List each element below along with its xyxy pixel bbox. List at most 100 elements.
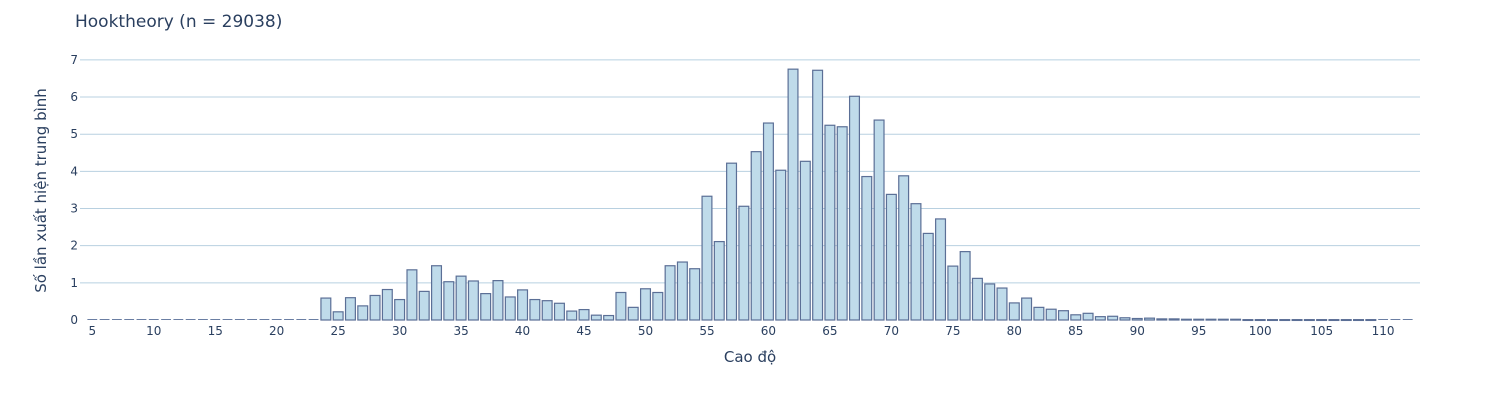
x-tick-label: 75 <box>945 324 960 338</box>
bar <box>652 291 664 321</box>
bar <box>1242 319 1254 322</box>
x-tick-label: 20 <box>269 324 284 338</box>
bar <box>553 302 565 321</box>
bar <box>1082 312 1094 321</box>
bar <box>1193 318 1205 321</box>
y-tick-label: 1 <box>70 276 78 290</box>
bar <box>1230 318 1242 321</box>
bar <box>848 95 861 321</box>
bar <box>935 218 947 321</box>
bar <box>627 306 639 321</box>
bar <box>492 280 504 321</box>
bar <box>517 289 529 321</box>
bar <box>1045 308 1057 321</box>
x-axis-title: Cao độ <box>724 348 776 366</box>
bar <box>603 314 615 321</box>
bar <box>1316 319 1328 322</box>
bar <box>787 68 799 321</box>
bar <box>320 297 332 321</box>
grid-lines <box>80 59 1420 284</box>
x-tick-label: 30 <box>392 324 407 338</box>
bar <box>357 305 369 321</box>
x-tick-label: 40 <box>515 324 530 338</box>
bar <box>590 314 602 321</box>
bar <box>1340 319 1352 322</box>
bar <box>406 269 418 321</box>
bar <box>947 265 959 321</box>
x-tick-label: 70 <box>884 324 899 338</box>
bar <box>775 169 787 321</box>
bar <box>1131 317 1143 321</box>
y-tick-label: 4 <box>70 164 78 178</box>
bar <box>984 283 996 321</box>
bar <box>701 195 713 321</box>
bar <box>1008 302 1020 321</box>
bar <box>689 268 701 321</box>
y-tick-label: 7 <box>70 53 78 67</box>
bar <box>1303 319 1315 322</box>
bar <box>836 126 848 321</box>
bar <box>443 281 455 321</box>
bar <box>971 277 983 321</box>
x-tick-label: 60 <box>761 324 776 338</box>
bar <box>1119 317 1131 321</box>
x-tick-label: 85 <box>1068 324 1083 338</box>
bar <box>1291 319 1303 322</box>
bar <box>1254 319 1266 322</box>
bar <box>381 288 393 321</box>
y-tick-label: 0 <box>70 313 78 327</box>
bar <box>1021 297 1033 321</box>
bar <box>799 160 811 321</box>
bar <box>344 297 356 321</box>
bar <box>824 124 836 321</box>
x-tick-label: 90 <box>1130 324 1145 338</box>
bar <box>394 298 406 321</box>
bar <box>455 275 467 321</box>
bar <box>1353 319 1365 322</box>
x-axis-ticks: 5 10 15 20 25 30 35 40 45 50 55 60 65 70 75 80 85 90 95 100… <box>88 324 1394 338</box>
bar <box>750 151 762 321</box>
x-tick-label: 35 <box>453 324 468 338</box>
y-axis-title: Số lần xuất hiện trung bình <box>32 88 50 293</box>
bar <box>1180 318 1192 321</box>
bar <box>480 293 492 321</box>
x-tick-label: 95 <box>1191 324 1206 338</box>
bar <box>369 294 381 321</box>
bar <box>713 240 725 321</box>
bar <box>885 193 897 321</box>
x-tick-label: 105 <box>1310 324 1333 338</box>
x-tick-label: 65 <box>822 324 837 338</box>
bar <box>1266 319 1278 322</box>
bar <box>812 69 824 321</box>
bar <box>467 280 479 321</box>
y-tick-label: 3 <box>70 202 78 216</box>
bar <box>566 310 578 321</box>
bar <box>1070 314 1082 321</box>
x-tick-label: 10 <box>146 324 161 338</box>
y-tick-label: 2 <box>70 239 78 253</box>
x-tick-label: 25 <box>331 324 346 338</box>
chart-title: Hooktheory (n = 29038) <box>75 12 283 32</box>
bar <box>676 261 688 321</box>
x-tick-label: 55 <box>699 324 714 338</box>
x-tick-label: 110 <box>1372 324 1395 338</box>
bar <box>1033 306 1045 321</box>
bar <box>873 119 885 321</box>
x-tick-label: 50 <box>638 324 653 338</box>
bar <box>959 251 971 321</box>
x-tick-label: 100 <box>1249 324 1272 338</box>
bar <box>1057 310 1069 321</box>
bar <box>639 288 652 321</box>
bar <box>861 175 873 321</box>
bar <box>1156 318 1168 321</box>
bar <box>1144 317 1156 321</box>
x-tick-label: 45 <box>576 324 591 338</box>
bar <box>1279 319 1291 322</box>
x-tick-label: 15 <box>208 324 223 338</box>
bar <box>996 287 1008 321</box>
bar <box>898 175 910 321</box>
bar <box>578 308 590 321</box>
bar <box>332 311 344 321</box>
bar <box>1205 318 1217 321</box>
